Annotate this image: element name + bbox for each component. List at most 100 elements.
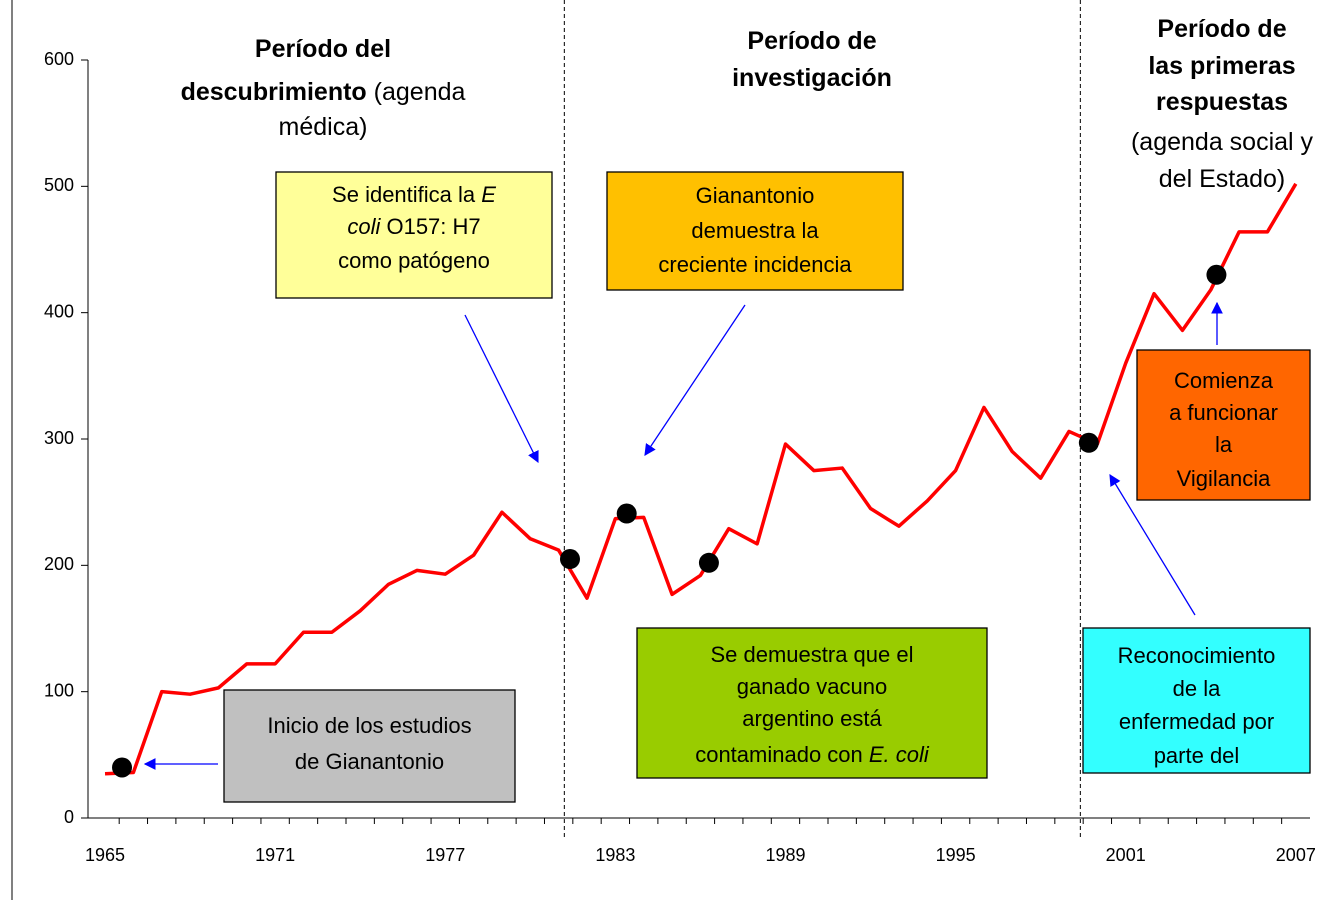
text-segment: de Gianantonio [295,749,444,774]
event-marker [559,549,580,570]
text-segment: demuestra la [691,218,819,243]
text-line: enfermedad por [1119,709,1274,734]
text-segment: investigación [732,64,892,92]
text-line: argentino está [742,706,882,731]
text-line: de Gianantonio [295,749,444,774]
text-line: Período del [255,35,391,63]
annotation-text: Reconocimiento de la enfermedad por parte d… [1118,643,1276,768]
text-line: como patógeno [338,248,490,273]
text-segment: (agenda [367,78,466,106]
text-segment: las primeras [1148,52,1295,80]
text-line: ganado vacuno [737,674,887,699]
annotation-box [636,627,988,779]
annotation-text: Se demuestra que el ganado vacuno argentin… [695,642,930,767]
arrow [644,304,746,456]
y-tick-label: 400 [44,301,74,321]
text-segment: (agenda social y [1131,128,1314,156]
text-segment: Período de [747,27,876,55]
text-line: de la [1173,676,1221,701]
text-line: Período de [1157,15,1286,43]
x-tick-label: 1971 [255,845,295,865]
text-segment: Inicio de los estudios [267,713,471,738]
text-line: a funcionar [1169,400,1278,425]
text-segment: ganado vacuno [737,674,887,699]
annotation-text: Gianantonio demuestra la creciente inciden… [658,183,852,277]
text-line: Se demuestra que el [710,642,913,667]
arrow [1109,473,1196,616]
text-segment: E [481,182,496,207]
text-segment: Comienza [1174,368,1274,393]
text-line: investigación [732,64,892,92]
event-marker [1078,432,1099,453]
text-segment: médica) [279,113,368,141]
text-segment: enfermedad por [1119,709,1274,734]
text-segment: como patógeno [338,248,490,273]
text-segment: Reconocimiento [1118,643,1276,668]
x-tick-label: 1977 [425,845,465,865]
text-segment: la [1215,432,1233,457]
annotation-text: Inicio de los estudios de Gianantonio [267,713,471,774]
text-line: del Estado) [1159,165,1285,193]
text-line: Inicio de los estudios [267,713,471,738]
x-tick-label: 1989 [765,845,805,865]
y-tick-label: 200 [44,554,74,574]
text-line: contaminado con E. coli [695,742,930,767]
annotation-box [223,689,516,803]
text-line: Se identifica la E [332,182,496,207]
text-segment: descubrimiento [181,78,367,106]
y-tick-label: 0 [64,807,74,827]
text-line: Vigilancia [1177,466,1272,491]
event-marker [616,503,637,524]
annotation-box [275,171,553,299]
y-tick-label: 500 [44,175,74,195]
y-tick-label: 300 [44,428,74,448]
text-line: respuestas [1156,88,1288,116]
text-line: Reconocimiento [1118,643,1276,668]
arrows [143,301,1223,770]
text-segment: coli [347,214,381,239]
text-segment: E. coli [869,742,930,767]
text-line: parte del [1154,743,1240,768]
text-line: creciente incidencia [658,252,852,277]
text-line: (agenda social y [1131,128,1314,156]
annotation-box [1136,349,1311,501]
arrow [464,314,539,464]
text-line: demuestra la [691,218,819,243]
text-segment: Período de [1157,15,1286,43]
text-line: Gianantonio [696,183,815,208]
event-marker [112,757,133,778]
text-segment: Período del [255,35,391,63]
x-tick-label: 2007 [1276,845,1316,865]
text-segment: de la [1173,676,1221,701]
text-segment: Se demuestra que el [710,642,913,667]
text-segment: argentino está [742,706,882,731]
y-tick-label: 100 [44,680,74,700]
text-segment: respuestas [1156,88,1288,116]
annotation-box [606,171,904,291]
text-line: descubrimiento (agenda [181,78,466,106]
annotation-text: Comienza a funcionar la Vigilancia [1169,368,1278,491]
text-segment: Vigilancia [1177,466,1272,491]
event-marker [1206,264,1227,285]
text-segment: parte del [1154,743,1240,768]
annotation-box [1082,627,1311,774]
text-line: las primeras [1148,52,1295,80]
text-line: coli O157: H7 [347,214,480,239]
x-tick-label: 1965 [85,845,125,865]
text-segment: del Estado) [1159,165,1285,193]
text-line: Período de [747,27,876,55]
text-segment: a funcionar [1169,400,1278,425]
text-line: la [1215,432,1233,457]
x-tick-label: 1995 [936,845,976,865]
y-tick-label: 600 [44,49,74,69]
x-tick-label: 1983 [595,845,635,865]
text-segment: O157: H7 [380,214,480,239]
text-segment: Se identifica la [332,182,481,207]
text-segment: Gianantonio [696,183,815,208]
text-line: médica) [279,113,368,141]
text-segment: contaminado con [695,742,869,767]
text-segment: creciente incidencia [658,252,852,277]
